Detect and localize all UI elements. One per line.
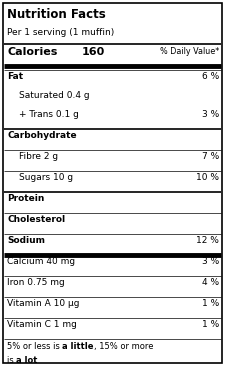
Text: Calories: Calories [7,47,57,57]
Text: Fibre 2 g: Fibre 2 g [19,152,58,161]
Text: Fat: Fat [7,72,23,81]
Text: 3 %: 3 % [202,110,219,119]
Text: Iron 0.75 mg: Iron 0.75 mg [7,278,65,287]
Text: , 15% or more: , 15% or more [94,342,153,351]
Text: Vitamin C 1 mg: Vitamin C 1 mg [7,320,77,329]
Text: Cholesterol: Cholesterol [7,215,65,224]
Text: 6 %: 6 % [202,72,219,81]
Text: + Trans 0.1 g: + Trans 0.1 g [19,110,79,119]
Text: 160: 160 [82,47,105,57]
Text: 1 %: 1 % [202,320,219,329]
Text: % Daily Value*: % Daily Value* [160,47,219,56]
Text: Protein: Protein [7,194,44,203]
Text: a lot: a lot [16,356,38,365]
Text: 12 %: 12 % [196,236,219,245]
Text: a little: a little [63,342,94,351]
Text: Sodium: Sodium [7,236,45,245]
Text: 7 %: 7 % [202,152,219,161]
Text: Sugars 10 g: Sugars 10 g [19,173,73,182]
Text: Carbohydrate: Carbohydrate [7,131,77,140]
Text: Calcium 40 mg: Calcium 40 mg [7,257,75,266]
Text: Saturated 0.4 g: Saturated 0.4 g [19,91,90,100]
Text: 4 %: 4 % [202,278,219,287]
Text: 1 %: 1 % [202,299,219,308]
Text: 10 %: 10 % [196,173,219,182]
Text: Nutrition Facts: Nutrition Facts [7,8,106,21]
Text: Per 1 serving (1 muffin): Per 1 serving (1 muffin) [7,28,114,37]
Text: 5% or less is: 5% or less is [7,342,63,351]
Text: Vitamin A 10 μg: Vitamin A 10 μg [7,299,79,308]
Text: is: is [7,356,16,365]
Text: 3 %: 3 % [202,257,219,266]
